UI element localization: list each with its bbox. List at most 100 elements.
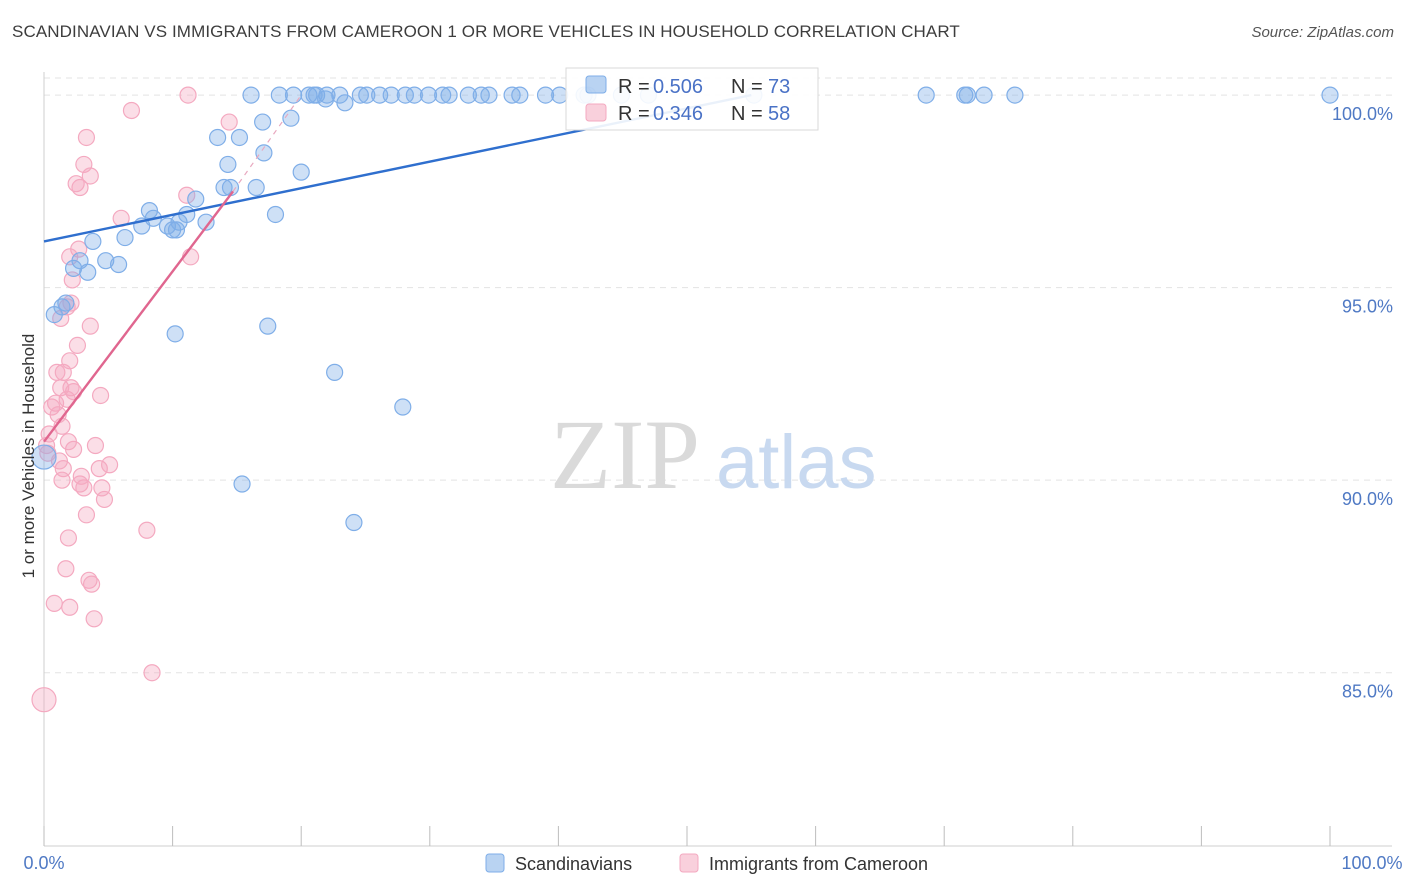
legend-n-label-2: N =: [731, 103, 763, 125]
scandinavian-point: [178, 205, 196, 224]
cameroon-point: [57, 560, 75, 578]
scandinavian-point: [284, 86, 303, 104]
legend-n-value-2: 58: [768, 103, 790, 125]
scandinavian-point: [1006, 86, 1024, 104]
cameroon-point: [179, 86, 197, 104]
cameroon-point: [95, 490, 114, 509]
legend-r-label-2: R =: [618, 103, 650, 125]
legend-r-label-1: R =: [618, 76, 650, 98]
scandinavian-point: [209, 128, 227, 147]
cameroon-trend-line: [43, 190, 234, 443]
scandinavian-point: [270, 86, 288, 104]
scandinavian-point: [317, 90, 335, 108]
scandinavian-point: [97, 252, 115, 270]
scandinavian-point: [259, 317, 277, 335]
scandinavian-point: [326, 363, 344, 381]
cameroon-point: [122, 101, 141, 120]
scandinavian-point: [219, 155, 237, 174]
legend-r-value-2: 0.346: [653, 103, 703, 125]
scandinavian-point: [434, 86, 452, 104]
scandinavian-point: [536, 86, 555, 104]
legend-r-value-1: 0.506: [653, 76, 703, 98]
scandinavian-point: [187, 190, 205, 208]
y-tick-label: 90.0%: [1342, 489, 1393, 509]
x-tick-labels: 0.0% 100.0%: [23, 853, 1402, 873]
scandinavian-point: [57, 294, 75, 312]
axes: [43, 72, 1392, 847]
bottom-legend-swatch-cameroon: [679, 853, 699, 873]
scandinavian-point: [167, 221, 186, 239]
y-tick-label: 95.0%: [1342, 297, 1393, 317]
bottom-legend-scandinavians: Scandinavians: [515, 854, 632, 874]
scandinavian-point: [480, 86, 498, 104]
scandinavian-point: [166, 325, 184, 343]
scandinavian-point: [116, 228, 134, 247]
scandinavian-point: [1321, 86, 1339, 104]
cameroon-point: [31, 687, 57, 713]
scandinavian-point: [242, 86, 260, 104]
legend-n-label-1: N =: [731, 76, 763, 98]
scandinavian-points: [31, 86, 1339, 532]
scandinavian-point: [351, 86, 369, 104]
watermark-zip: ZIP: [550, 399, 700, 510]
legend-swatch-blue: [585, 75, 607, 94]
cameroon-point: [220, 113, 238, 131]
cameroon-point: [67, 175, 85, 193]
scandinavian-point: [266, 205, 285, 224]
legend-n-value-1: 73: [768, 76, 790, 98]
scandinavian-point: [215, 178, 233, 197]
cameroon-point: [178, 186, 196, 204]
scandinavian-point: [419, 86, 438, 104]
cameroon-point: [85, 610, 103, 628]
scandinavian-point: [230, 128, 249, 147]
cameroon-point: [91, 386, 110, 405]
scandinavian-point: [282, 109, 300, 127]
cameroon-point: [82, 575, 101, 593]
x-tick-label-min: 0.0%: [23, 853, 64, 873]
scandinavian-point: [975, 86, 993, 104]
scandinavian-point: [109, 255, 128, 274]
scandinavian-point: [292, 163, 310, 181]
cameroon-point: [59, 433, 78, 451]
cameroon-point: [143, 664, 161, 682]
x-tick-label-max: 100.0%: [1341, 853, 1402, 873]
scandinavian-point: [197, 213, 215, 231]
cameroon-point: [81, 167, 99, 185]
scandinavian-point: [79, 263, 97, 281]
scandinavian-point: [440, 86, 458, 104]
scandinavian-point: [917, 86, 935, 104]
scandinavian-point: [405, 86, 423, 104]
scandinavian-point: [459, 86, 477, 104]
y-tick-labels: 100.0% 95.0% 90.0% 85.0%: [1332, 104, 1393, 702]
cameroon-point: [81, 317, 99, 335]
cameroon-point: [72, 467, 90, 485]
watermark: ZIP atlas: [550, 399, 877, 510]
scandinavian-point: [394, 398, 412, 416]
scandinavian-point: [396, 86, 414, 104]
scandinavian-point: [233, 475, 251, 493]
bottom-legend-cameroon: Immigrants from Cameroon: [709, 854, 928, 874]
legend-box: R = 0.506 N = 73 R = 0.346 N = 58: [565, 67, 819, 131]
scandinavian-point: [358, 86, 376, 104]
cameroon-point: [54, 363, 72, 381]
scandinavian-point: [247, 178, 265, 197]
x-tick-marks: [43, 826, 1331, 846]
scandinavian-point: [254, 113, 272, 131]
cameroon-point: [77, 128, 96, 147]
scandinavian-point: [84, 232, 102, 251]
scandinavian-point: [345, 513, 363, 532]
cameroon-point: [100, 456, 119, 474]
grid-lines: [44, 77, 1392, 674]
scandinavian-point: [255, 144, 273, 162]
legend-box-frame: [565, 67, 819, 131]
bottom-legend: Scandinavians Immigrants from Cameroon: [485, 853, 928, 874]
scandinavian-point: [511, 86, 529, 104]
cameroon-point: [68, 336, 87, 355]
cameroon-point: [61, 598, 79, 616]
scandinavian-point: [382, 86, 400, 104]
bottom-legend-swatch-scandinavians: [485, 853, 505, 873]
chart-title: SCANDINAVIAN VS IMMIGRANTS FROM CAMEROON…: [12, 22, 960, 41]
legend-swatch-pink: [585, 103, 607, 122]
scandinavian-point: [958, 86, 976, 104]
